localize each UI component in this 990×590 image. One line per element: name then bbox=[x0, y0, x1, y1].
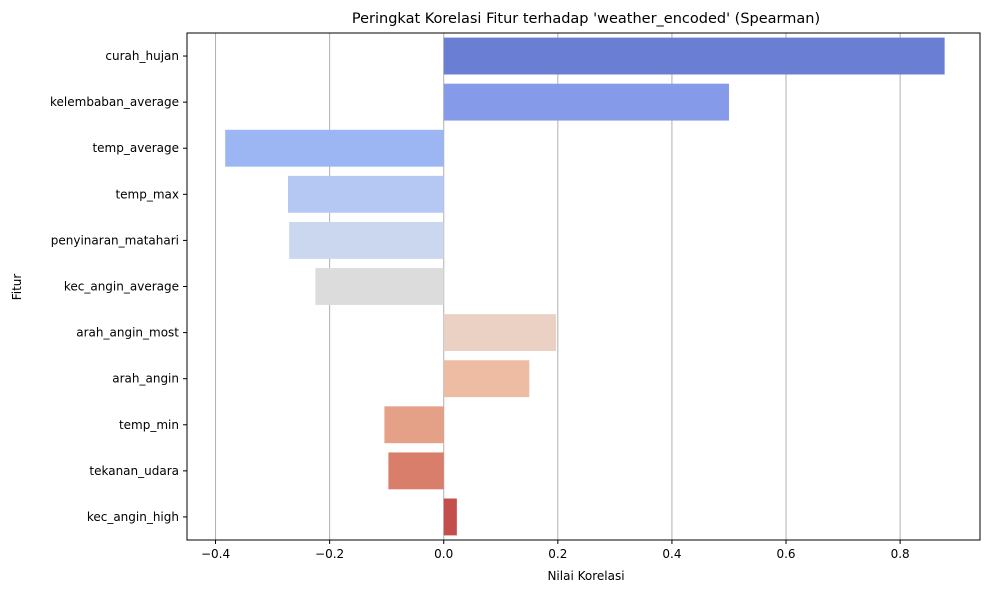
bar-tekanan-udara bbox=[388, 452, 444, 490]
bar-arah-angin bbox=[443, 360, 530, 398]
x-axis-title: Nilai Korelasi bbox=[547, 569, 624, 583]
y-tick-label-arah-angin-most: arah_angin_most bbox=[76, 326, 179, 340]
x-tick-label: −0.4 bbox=[201, 547, 230, 561]
y-tick-label-temp-average: temp_average bbox=[92, 141, 179, 155]
bar-temp-min bbox=[384, 406, 444, 444]
bar-temp-average bbox=[225, 129, 444, 167]
y-tick-label-kelembaban-average: kelembaban_average bbox=[50, 95, 179, 109]
y-tick-label-kec-angin-average: kec_angin_average bbox=[64, 280, 179, 294]
y-tick-label-temp-min: temp_min bbox=[119, 418, 179, 432]
x-tick-label: 0.2 bbox=[548, 547, 567, 561]
bars bbox=[225, 37, 945, 536]
y-tick-label-tekanan-udara: tekanan_udara bbox=[89, 464, 179, 478]
bar-kelembaban-average bbox=[443, 83, 729, 121]
axes: −0.4 −0.2 0.0 0.2 0.4 0.6 0.8 curah_hujankelemb… bbox=[50, 32, 981, 561]
y-tick-label-arah-angin: arah_angin bbox=[112, 372, 179, 386]
chart-title: Peringkat Korelasi Fitur terhadap 'weath… bbox=[352, 11, 820, 27]
bar-curah-hujan bbox=[443, 37, 945, 75]
bar-temp-max bbox=[287, 175, 444, 213]
x-tick-label: −0.2 bbox=[315, 547, 344, 561]
x-tick-label: 0.6 bbox=[776, 547, 795, 561]
y-tick-label-penyinaran-matahari: penyinaran_matahari bbox=[51, 233, 179, 247]
y-tick-label-kec-angin-high: kec_angin_high bbox=[87, 510, 179, 524]
x-tick-label: 0.0 bbox=[434, 547, 453, 561]
y-tick-label-temp-max: temp_max bbox=[115, 187, 179, 201]
bar-kec-angin-high bbox=[443, 498, 457, 536]
bar-kec-angin-average bbox=[315, 268, 444, 305]
y-tick-label-curah-hujan: curah_hujan bbox=[105, 49, 179, 63]
y-axis-title: Fitur bbox=[10, 274, 24, 301]
bar-penyinaran-matahari bbox=[289, 221, 444, 259]
x-tick-label: 0.8 bbox=[891, 547, 910, 561]
bar-arah-angin-most bbox=[443, 314, 557, 352]
x-tick-label: 0.4 bbox=[662, 547, 681, 561]
